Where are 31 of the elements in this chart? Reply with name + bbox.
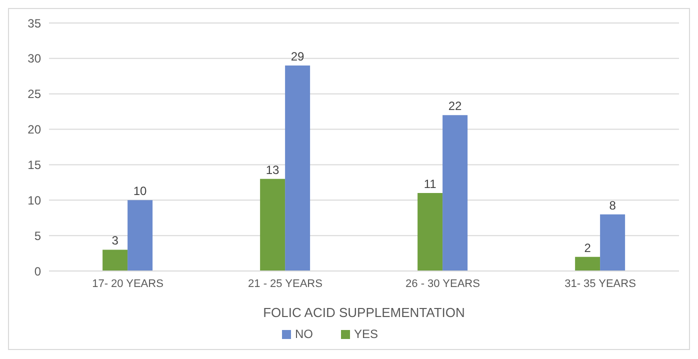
- bar: [102, 250, 128, 271]
- bar: [260, 178, 286, 271]
- data-label: 8: [609, 198, 616, 212]
- y-tick-label: 5: [34, 228, 42, 243]
- data-label: 10: [133, 184, 148, 198]
- data-label: 11: [424, 177, 437, 192]
- bar: [600, 214, 626, 271]
- bar: [575, 256, 600, 271]
- bar: [285, 66, 310, 271]
- data-label: 2: [584, 240, 592, 255]
- y-tick-label: 0: [34, 264, 42, 278]
- x-axis-title: FOLIC ACID SUPPLEMENTATION: [263, 305, 465, 320]
- bar: [442, 115, 468, 271]
- bar: [418, 193, 443, 271]
- data-label: 13: [266, 162, 280, 177]
- y-tick-label: 30: [28, 52, 42, 66]
- x-tick-label: 17- 20 YEARS: [92, 278, 164, 290]
- data-label: 22: [448, 99, 462, 114]
- x-tick-label: 26 - 30 YEARS: [406, 278, 480, 290]
- x-tick-label: 21 - 25 YEARS: [248, 278, 322, 290]
- data-label: 29: [290, 50, 305, 64]
- y-tick-label: 10: [28, 193, 42, 208]
- y-tick-label: 25: [28, 87, 42, 102]
- data-label: 3: [112, 234, 119, 248]
- y-tick-label: 35: [28, 16, 42, 30]
- x-tick-label: 31- 35 YEARS: [564, 278, 636, 290]
- legend-label: NO: [294, 327, 313, 341]
- y-tick-label: 20: [28, 122, 42, 137]
- legend-label: YES: [354, 327, 378, 341]
- y-tick-label: 15: [28, 158, 42, 172]
- bar: [128, 200, 153, 271]
